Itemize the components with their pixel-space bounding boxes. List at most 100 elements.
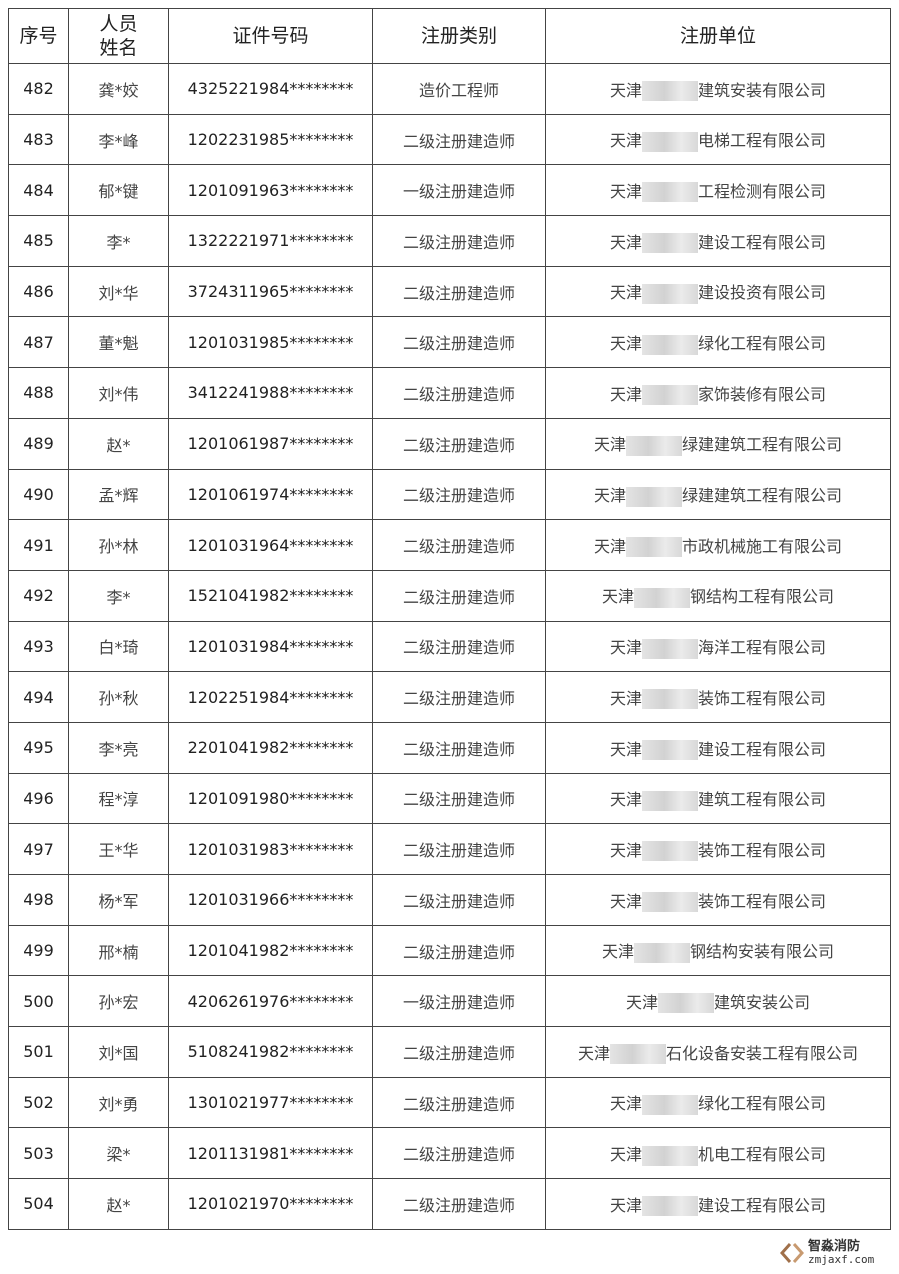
cell-category: 二级注册建造师: [372, 1127, 546, 1180]
unit-suffix: 装饰工程有限公司: [698, 891, 827, 911]
table-row: 498 杨*军 1201031966******** 二级注册建造师 天津 装饰工程有限公…: [8, 874, 891, 926]
table-row: 483 李*峰 1202231985******** 二级注册建造师 天津 电梯工程有限公…: [8, 113, 891, 166]
unit-prefix: 天津: [609, 1094, 642, 1114]
cell-seq: 482: [8, 63, 69, 115]
table-row: 504 赵* 1201021970******** 二级注册建造师 天津 建设工程有限公司: [8, 1178, 891, 1230]
cell-category: 二级注册建造师: [372, 316, 546, 369]
cell-category: 二级注册建造师: [372, 265, 546, 318]
cell-unit: 天津 绿建建筑工程有限公司: [545, 417, 891, 470]
cell-unit: 天津 电梯工程有限公司: [545, 113, 891, 166]
unit-suffix: 机电工程有限公司: [698, 1145, 827, 1165]
table-row: 495 李*亮 2201041982******** 二级注册建造师 天津 建设工程有限公…: [8, 721, 891, 774]
redaction-blur: [642, 892, 698, 913]
header-name-text: 人员姓名: [99, 13, 138, 59]
table-row: 496 程*淳 1201091980******** 二级注册建造师 天津 建筑工程有限公…: [8, 772, 891, 825]
redaction-blur: [626, 537, 682, 558]
cell-seq: 502: [8, 1076, 69, 1129]
cell-unit: 天津 建设工程有限公司: [545, 721, 891, 774]
cell-seq: 496: [8, 772, 69, 825]
cell-unit: 天津 钢结构安装有限公司: [545, 924, 891, 977]
cell-unit: 天津 绿化工程有限公司: [545, 1076, 891, 1129]
cell-unit: 天津 石化设备安装工程有限公司: [545, 1026, 891, 1078]
cell-unit: 天津 建筑安装公司: [545, 975, 891, 1028]
cell-name: 郁*键: [68, 164, 169, 217]
registration-table: 序号 人员姓名 证件号码 注册类别 注册单位 482 龚*姣 4325221984*…: [8, 8, 891, 1230]
unit-suffix: 装饰工程有限公司: [698, 688, 827, 708]
cell-id: 1201131981********: [168, 1127, 373, 1180]
cell-id: 1201031984********: [168, 620, 373, 673]
table-row: 503 梁* 1201131981******** 二级注册建造师 天津 机电工程有限公司: [8, 1127, 891, 1180]
unit-suffix: 石化设备安装工程有限公司: [666, 1043, 859, 1063]
unit-suffix: 工程检测有限公司: [698, 181, 827, 201]
redaction-blur: [642, 131, 698, 152]
cell-unit: 天津 建设工程有限公司: [545, 215, 891, 267]
table-row: 499 邢*楠 1201041982******** 二级注册建造师 天津 钢结构安装有限…: [8, 924, 891, 977]
cell-category: 二级注册建造师: [372, 1076, 546, 1129]
header-name: 人员姓名: [68, 8, 169, 64]
cell-category: 二级注册建造师: [372, 620, 546, 673]
table-row: 500 孙*宏 4206261976******** 一级注册建造师 天津 建筑安装公司: [8, 975, 891, 1028]
table-row: 497 王*华 1201031983******** 二级注册建造师 天津 装饰工程有限公…: [8, 823, 891, 875]
table-row: 487 董*魁 1201031985******** 二级注册建造师 天津 绿化工程有限公…: [8, 316, 891, 369]
cell-name: 刘*国: [68, 1026, 169, 1078]
header-unit: 注册单位: [545, 8, 891, 64]
table-row: 486 刘*华 3724311965******** 二级注册建造师 天津 建设投资有限公…: [8, 265, 891, 318]
redaction-blur: [642, 385, 698, 406]
unit-prefix: 天津: [601, 587, 634, 607]
cell-unit: 天津 绿建建筑工程有限公司: [545, 468, 891, 521]
cell-unit: 天津 装饰工程有限公司: [545, 823, 891, 875]
redaction-blur: [642, 182, 698, 203]
cell-seq: 501: [8, 1026, 69, 1078]
unit-suffix: 市政机械施工有限公司: [682, 536, 843, 556]
cell-id: 1322221971********: [168, 215, 373, 267]
unit-suffix: 海洋工程有限公司: [698, 638, 827, 658]
cell-category: 二级注册建造师: [372, 1178, 546, 1230]
unit-prefix: 天津: [609, 1195, 642, 1215]
cell-name: 孙*林: [68, 519, 169, 571]
cell-name: 白*琦: [68, 620, 169, 673]
cell-unit: 天津 海洋工程有限公司: [545, 620, 891, 673]
cell-category: 二级注册建造师: [372, 468, 546, 521]
cell-name: 赵*: [68, 417, 169, 470]
header-id: 证件号码: [168, 8, 373, 64]
unit-prefix: 天津: [625, 992, 658, 1012]
cell-unit: 天津 装饰工程有限公司: [545, 874, 891, 926]
cell-id: 4206261976********: [168, 975, 373, 1028]
unit-suffix: 钢结构安装有限公司: [690, 942, 835, 962]
cell-id: 1202231985********: [168, 113, 373, 166]
unit-suffix: 建筑安装有限公司: [698, 80, 827, 100]
cell-name: 刘*勇: [68, 1076, 169, 1129]
unit-prefix: 天津: [609, 384, 642, 404]
unit-suffix: 绿建建筑工程有限公司: [682, 435, 843, 455]
table-row: 502 刘*勇 1301021977******** 二级注册建造师 天津 绿化工程有限公…: [8, 1076, 891, 1129]
unit-suffix: 绿建建筑工程有限公司: [682, 486, 843, 506]
cell-seq: 484: [8, 164, 69, 217]
unit-prefix: 天津: [609, 638, 642, 658]
table-row: 501 刘*国 5108241982******** 二级注册建造师 天津 石化设备安装工…: [8, 1026, 891, 1078]
cell-unit: 天津 建设投资有限公司: [545, 265, 891, 318]
cell-name: 梁*: [68, 1127, 169, 1180]
watermark-logo-icon: [780, 1243, 804, 1263]
unit-suffix: 建筑工程有限公司: [698, 790, 827, 810]
cell-category: 一级注册建造师: [372, 975, 546, 1028]
redaction-blur: [642, 1196, 698, 1217]
redaction-blur: [642, 283, 698, 304]
cell-id: 3412241988********: [168, 367, 373, 419]
unit-prefix: 天津: [609, 334, 642, 354]
redaction-blur: [634, 587, 690, 608]
redaction-blur: [642, 1094, 698, 1115]
unit-prefix: 天津: [609, 80, 642, 100]
cell-id: 1201031964********: [168, 519, 373, 571]
cell-unit: 天津 装饰工程有限公司: [545, 671, 891, 723]
unit-suffix: 建筑安装公司: [714, 992, 811, 1012]
table-row: 490 孟*辉 1201061974******** 二级注册建造师 天津 绿建建筑工程有…: [8, 468, 891, 521]
cell-unit: 天津 建筑安装有限公司: [545, 63, 891, 115]
table-row: 491 孙*林 1201031964******** 二级注册建造师 天津 市政机械施工有…: [8, 519, 891, 571]
unit-suffix: 绿化工程有限公司: [698, 1094, 827, 1114]
cell-name: 龚*姣: [68, 63, 169, 115]
unit-suffix: 建设工程有限公司: [698, 1195, 827, 1215]
header-row: 序号 人员姓名 证件号码 注册类别 注册单位: [8, 8, 891, 64]
table-row: 484 郁*键 1201091963******** 一级注册建造师 天津 工程检测有限公…: [8, 164, 891, 217]
unit-prefix: 天津: [609, 790, 642, 810]
cell-id: 1201031966********: [168, 874, 373, 926]
